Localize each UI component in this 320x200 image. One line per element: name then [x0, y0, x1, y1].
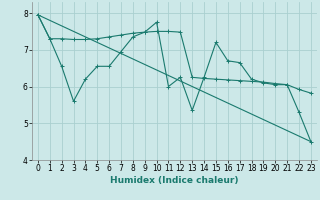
X-axis label: Humidex (Indice chaleur): Humidex (Indice chaleur) — [110, 176, 239, 185]
